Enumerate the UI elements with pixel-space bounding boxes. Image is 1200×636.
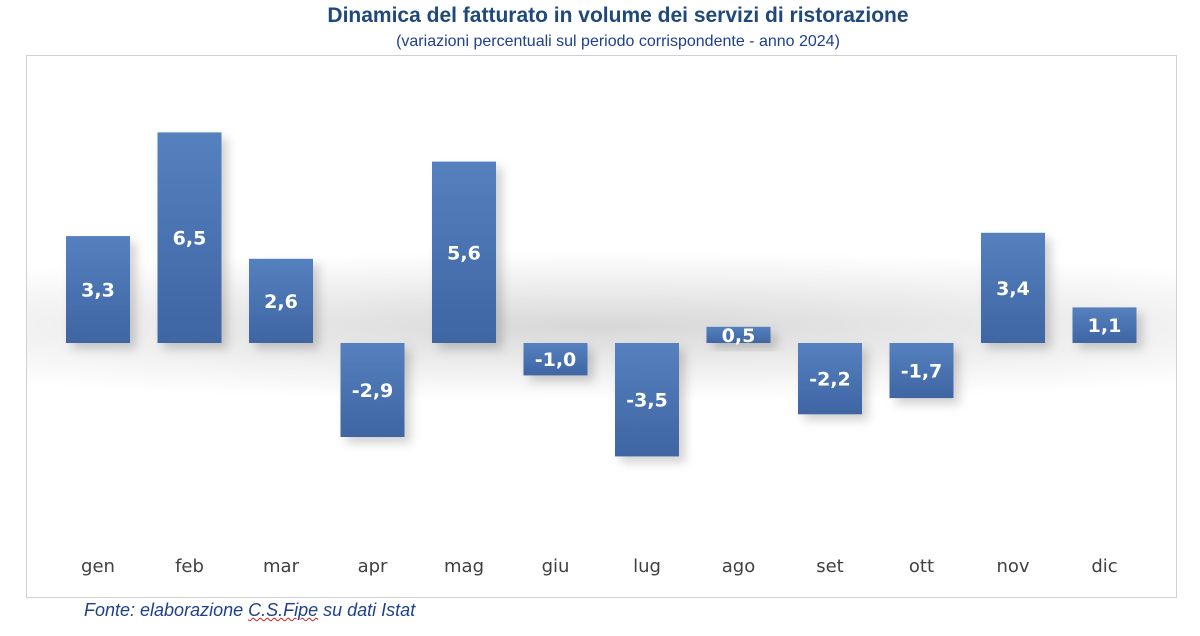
- category-label-mar: mar: [263, 556, 300, 577]
- bar-dic: [1072, 307, 1137, 343]
- bar-ago: [706, 326, 771, 343]
- bar-feb: [157, 132, 222, 343]
- data-label-feb: 6,5: [173, 228, 207, 250]
- chart-title: Dinamica del fatturato in volume dei ser…: [327, 4, 909, 27]
- data-label-lug: -3,5: [626, 390, 668, 412]
- category-label-apr: apr: [358, 556, 388, 577]
- data-label-ago: 0,5: [722, 325, 756, 347]
- bar-gen: [66, 236, 130, 343]
- data-label-mag: 5,6: [447, 242, 481, 264]
- data-label-nov: 3,4: [996, 278, 1030, 300]
- data-label-dic: 1,1: [1088, 315, 1122, 337]
- bar-giu: [523, 343, 588, 376]
- bar-ott: [889, 343, 954, 399]
- bar-mar: [249, 258, 313, 343]
- plot-area: 3,3 gen 6,5 feb 2,6 mar -2,9 apr 5,6 mag -1,0 giu -3…: [26, 55, 1177, 598]
- data-label-set: -2,2: [809, 369, 851, 391]
- bar-mag: [432, 161, 496, 343]
- category-label-lug: lug: [633, 556, 661, 577]
- category-label-set: set: [816, 556, 844, 577]
- bar-chart: 3,3 gen 6,5 feb 2,6 mar -2,9 apr 5,6 mag -1,0 giu -3…: [66, 132, 1137, 577]
- category-label-gen: gen: [81, 556, 115, 577]
- source-org: C.S.Fipe: [248, 600, 319, 620]
- data-label-ott: -1,7: [901, 361, 943, 383]
- chart-subtitle: (variazioni percentuali sul periodo corr…: [396, 33, 840, 50]
- bar-lug: [615, 343, 679, 457]
- bar-set: [798, 343, 862, 415]
- category-label-ott: ott: [909, 556, 934, 577]
- category-label-dic: dic: [1091, 556, 1117, 577]
- source-prefix: Fonte: elaborazione: [84, 600, 249, 620]
- source-note: Fonte: elaborazione C.S.Fipe su dati Ist…: [84, 600, 415, 621]
- data-label-apr: -2,9: [352, 380, 394, 402]
- data-label-gen: 3,3: [81, 280, 115, 302]
- source-suffix: su dati Istat: [318, 600, 416, 620]
- category-label-feb: feb: [175, 556, 204, 577]
- category-label-mag: mag: [444, 556, 484, 577]
- data-label-giu: -1,0: [535, 349, 577, 371]
- category-label-giu: giu: [542, 556, 570, 577]
- bar-apr: [340, 343, 405, 437]
- category-label-ago: ago: [722, 556, 755, 577]
- category-label-nov: nov: [996, 556, 1029, 577]
- bar-nov: [981, 232, 1045, 343]
- data-label-mar: 2,6: [264, 291, 298, 313]
